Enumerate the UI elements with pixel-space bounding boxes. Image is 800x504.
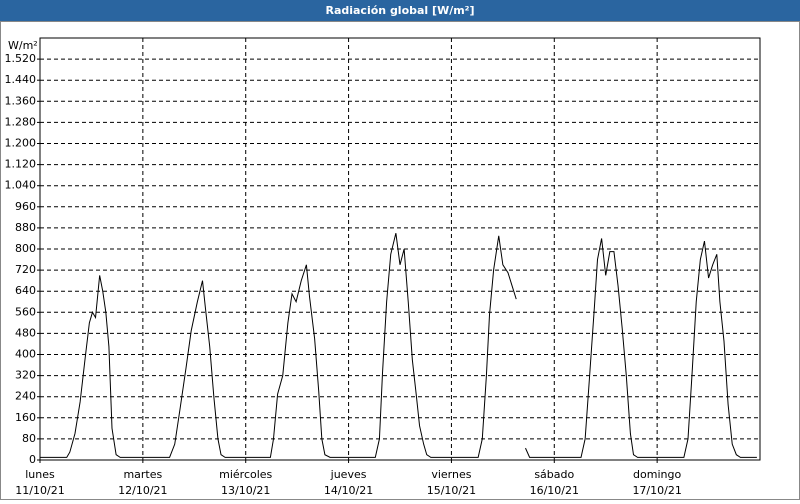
y-axis-label: W/m² [8, 39, 38, 52]
y-tick-label: 80 [22, 432, 36, 445]
y-tick-label: 240 [15, 390, 36, 403]
y-tick-label: 1.200 [5, 137, 37, 150]
data-line [40, 233, 757, 458]
y-tick-label: 160 [15, 411, 36, 424]
chart-title: Radiación global [W/m²] [325, 4, 474, 17]
y-tick-label: 1.360 [5, 94, 37, 107]
y-tick-label: 880 [15, 221, 36, 234]
x-tick-label: jueves [330, 468, 367, 481]
y-tick-label: 400 [15, 348, 36, 361]
x-tick-label: domingo [633, 468, 681, 481]
x-tick-date: 11/10/21 [15, 484, 64, 497]
y-tick-label: 1.040 [5, 179, 37, 192]
x-tick-date: 14/10/21 [324, 484, 373, 497]
x-tick-label: lunes [25, 468, 55, 481]
x-tick-label: martes [123, 468, 162, 481]
x-tick-date: 12/10/21 [118, 484, 167, 497]
y-tick-label: 640 [15, 284, 36, 297]
y-tick-label: 0 [29, 453, 36, 466]
x-tick-date: 16/10/21 [530, 484, 579, 497]
y-tick-label: 1.120 [5, 158, 37, 171]
y-tick-label: 800 [15, 242, 36, 255]
plot-area [39, 37, 761, 461]
x-tick-date: 13/10/21 [221, 484, 270, 497]
x-tick-label: miércoles [219, 468, 272, 481]
x-tick-date: 17/10/21 [632, 484, 681, 497]
y-tick-label: 1.280 [5, 115, 37, 128]
x-tick-date: 15/10/21 [427, 484, 476, 497]
y-tick-label: 960 [15, 200, 36, 213]
y-tick-label: 320 [15, 369, 36, 382]
y-tick-label: 480 [15, 326, 36, 339]
title-bar [0, 0, 800, 21]
x-tick-label: sábado [534, 468, 574, 481]
y-tick-label: 1.440 [5, 73, 37, 86]
y-tick-label: 1.520 [5, 52, 37, 65]
y-tick-label: 720 [15, 263, 36, 276]
y-tick-label: 560 [15, 305, 36, 318]
x-tick-label: viernes [431, 468, 471, 481]
